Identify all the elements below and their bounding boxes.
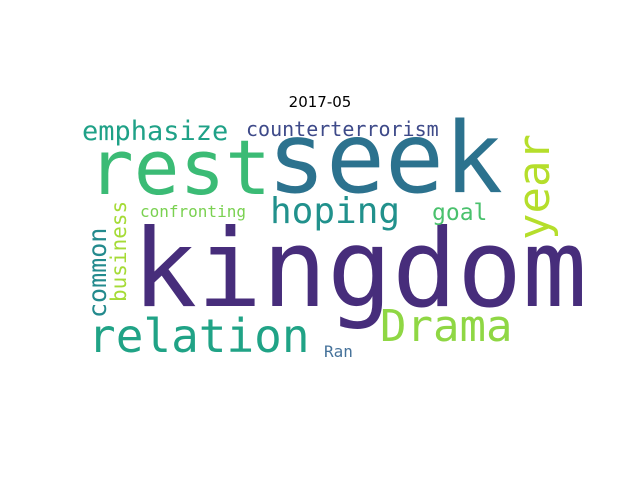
- word-ran: Ran: [324, 342, 353, 361]
- word-drama: Drama: [380, 301, 513, 352]
- word-hoping: hoping: [270, 191, 401, 232]
- word-seek: seek: [267, 102, 504, 216]
- word-counterterrorism: counterterrorism: [246, 117, 439, 141]
- word-year: year: [509, 134, 560, 240]
- word-emphasize: emphasize: [82, 116, 229, 147]
- word-business: business: [107, 200, 131, 302]
- word-kingdom: kingdom: [132, 207, 588, 332]
- word-goal: goal: [432, 200, 488, 226]
- word-confronting: confronting: [140, 202, 246, 221]
- word-relation: relation: [88, 309, 310, 363]
- chart-title: 2017-05: [288, 93, 352, 111]
- word-rest: rest: [88, 123, 272, 212]
- word-cloud: kingdom seek rest relation Drama hoping …: [80, 110, 587, 363]
